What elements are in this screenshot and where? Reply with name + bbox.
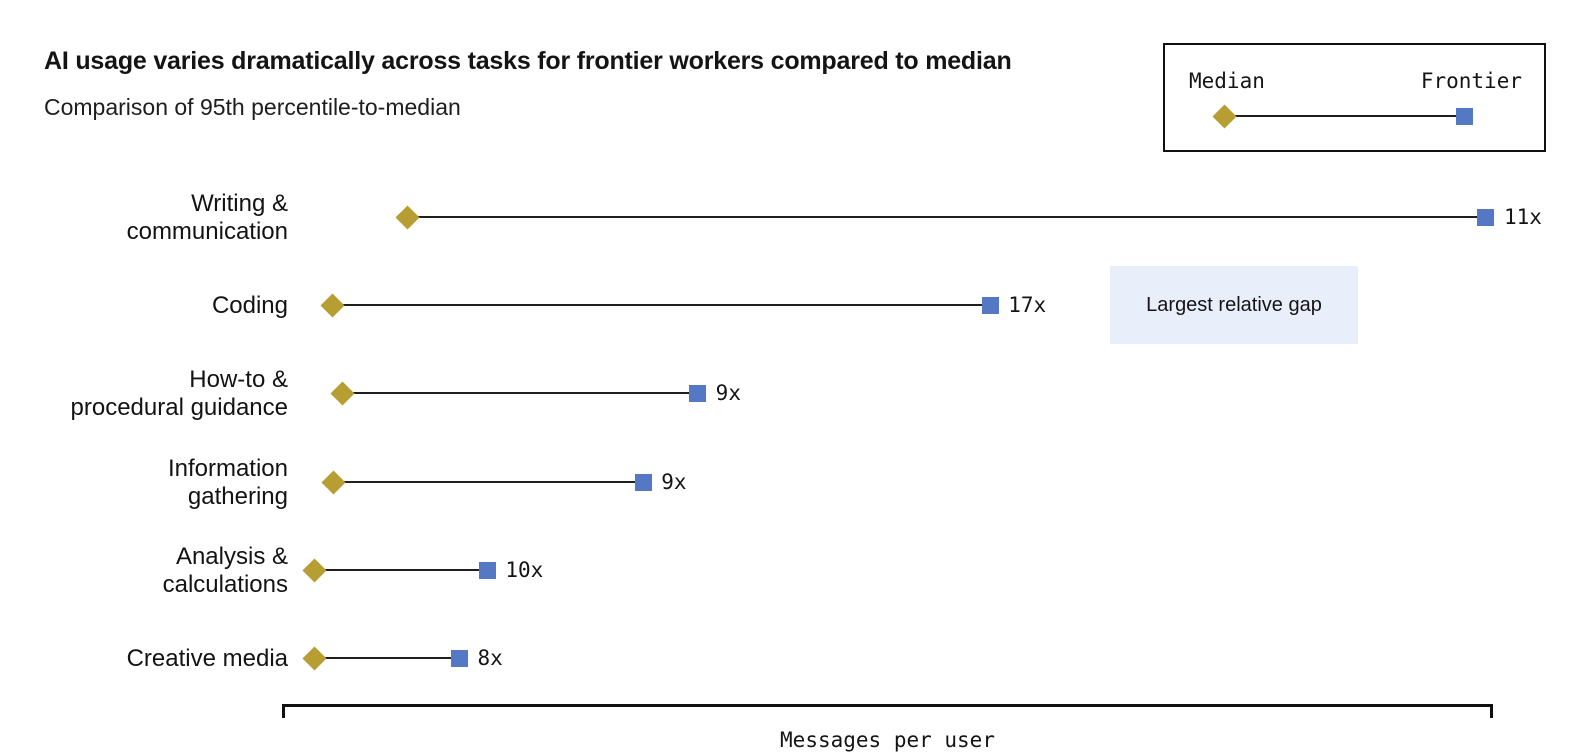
category-label: Creative media [126,645,288,672]
frontier-square-marker [981,296,999,314]
ratio-value-label: 10x [505,558,544,582]
ratio-value-label: 11x [1503,205,1542,229]
largest-gap-annotation: Largest relative gap [1110,266,1358,344]
category-label: Coding [211,292,288,319]
chart-subtitle: Comparison of 95th percentile-to-median [44,94,461,120]
dumbbell-line [333,481,644,483]
legend-connector-line [1225,115,1465,117]
legend-frontier-label: Frontier [1420,69,1522,93]
median-diamond-marker [395,204,420,230]
frontier-square-marker [634,473,652,491]
category-label: How-to & procedural guidance [70,366,289,421]
category-label: Analysis & calculations [162,543,288,598]
category-label: Writing & communication [126,190,288,245]
median-diamond-marker [302,557,327,583]
legend: Median Frontier [1163,43,1546,152]
frontier-square-marker [451,649,468,667]
frontier-square-marker [478,561,496,579]
frontier-square-icon [1456,107,1473,125]
frontier-square-marker [1477,208,1495,226]
ratio-value-label: 17x [1008,293,1047,317]
chart-title: AI usage varies dramatically across task… [44,47,1012,75]
dumbbell-line [342,392,698,394]
frontier-square-marker [689,384,707,402]
dumbbell-line [332,304,991,306]
ratio-value-label: 9x [661,470,687,494]
median-diamond-marker [321,469,346,495]
median-diamond-marker [330,380,355,406]
dumbbell-line [314,569,488,571]
ratio-value-label: 8x [477,646,503,670]
ratio-value-label: 9x [715,381,741,405]
legend-median-label: Median [1189,69,1265,93]
dumbbell-line [407,216,1486,218]
median-diamond-marker [302,645,327,671]
median-diamond-marker [320,292,345,318]
category-label: Information gathering [167,455,288,510]
dumbbell-line [314,657,460,659]
x-axis-label: Messages per user [780,728,995,752]
x-axis-bracket [282,704,1493,718]
